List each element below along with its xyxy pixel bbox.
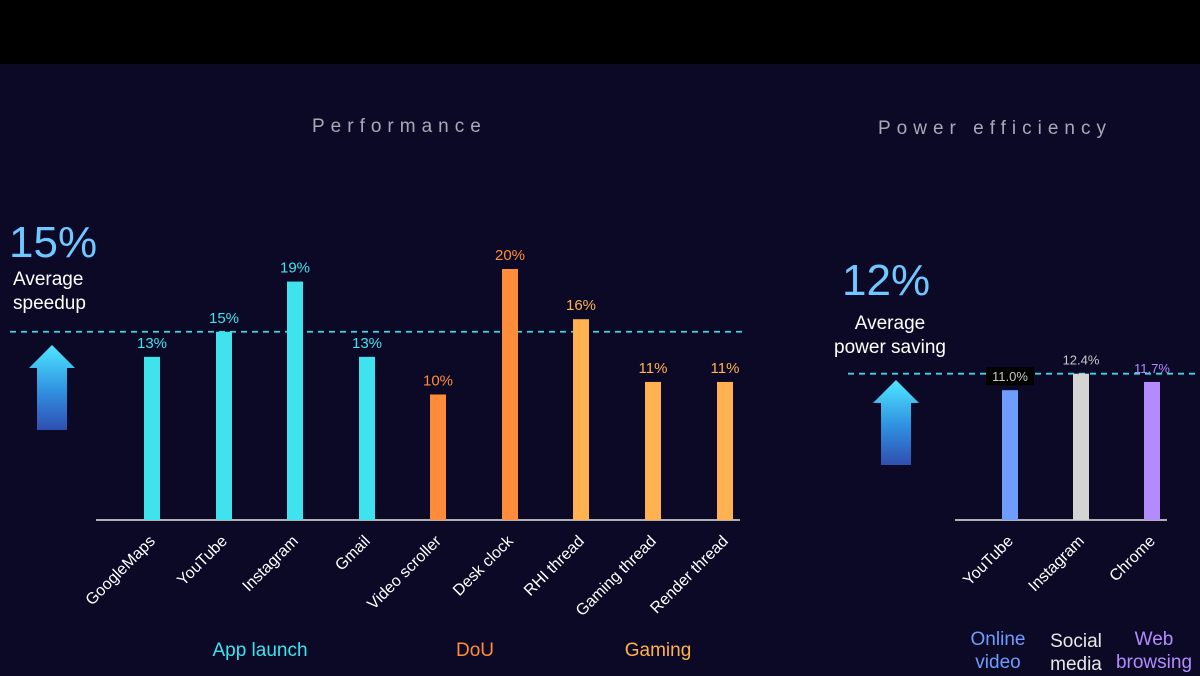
performance-bar-googlemaps bbox=[144, 356, 160, 520]
power-value-label-chrome: 11.7% bbox=[1134, 361, 1170, 376]
performance-value-label-desk-clock: 20% bbox=[495, 247, 525, 264]
average-power-saving-label-line2: power saving bbox=[834, 337, 946, 358]
top-black-bar bbox=[0, 0, 1200, 64]
group-label-app-launch: App launch bbox=[212, 640, 308, 661]
performance-category-label-render-thread: Render thread bbox=[647, 533, 731, 617]
performance-value-label-render-thread: 11% bbox=[711, 360, 740, 377]
power-saving-arrow-icon bbox=[873, 380, 919, 465]
performance-value-label-gaming-thread: 11% bbox=[639, 360, 668, 377]
performance-category-label-video-scroller: Video scroller bbox=[364, 532, 445, 613]
average-power-saving-value: 12% bbox=[842, 256, 931, 305]
social-media-line2: media bbox=[1050, 654, 1102, 675]
performance-bar-desk-clock bbox=[502, 269, 518, 520]
group-label-online-video: Online video bbox=[955, 628, 1041, 674]
group-label-web-browsing: Web browsing bbox=[1112, 628, 1196, 674]
performance-category-label-rhi-thread: RHI thread bbox=[521, 533, 588, 600]
online-video-line1: Online bbox=[970, 629, 1026, 650]
power-category-label-chrome: Chrome bbox=[1107, 533, 1159, 585]
power-category-label-instagram: Instagram bbox=[1026, 533, 1088, 595]
performance-category-label-instagram: Instagram bbox=[240, 533, 302, 595]
group-label-gaming: Gaming bbox=[624, 640, 692, 661]
online-video-line2: video bbox=[975, 652, 1021, 673]
web-browsing-line2: browsing bbox=[1115, 652, 1193, 673]
power-category-label-youtube: YouTube bbox=[960, 533, 1017, 590]
performance-chart: 13% GoogleMaps 15% YouTube 19% Instagram 13% Gm… bbox=[10, 247, 745, 620]
performance-bar-video-scroller bbox=[430, 394, 446, 520]
performance-value-label-googlemaps: 13% bbox=[137, 335, 167, 352]
performance-category-label-gmail: Gmail bbox=[332, 533, 374, 575]
performance-bar-render-thread bbox=[717, 381, 733, 520]
power-bar-chrome bbox=[1144, 381, 1160, 520]
average-speedup-value: 15% bbox=[9, 218, 98, 267]
performance-category-label-googlemaps: GoogleMaps bbox=[83, 533, 159, 609]
average-power-saving-label: Average power saving bbox=[800, 312, 980, 360]
power-bar-instagram bbox=[1073, 373, 1089, 520]
group-label-social-media: Social media bbox=[1036, 630, 1116, 676]
performance-value-label-video-scroller: 10% bbox=[423, 373, 453, 390]
group-label-dou: DoU bbox=[455, 640, 494, 661]
power-bar-youtube bbox=[1002, 390, 1018, 520]
power-value-label-youtube: 11.0% bbox=[992, 369, 1028, 384]
web-browsing-line1: Web bbox=[1134, 629, 1174, 650]
performance-bar-gmail bbox=[359, 356, 375, 520]
performance-value-label-instagram: 19% bbox=[280, 260, 310, 277]
performance-bar-youtube bbox=[216, 331, 232, 520]
performance-value-label-rhi-thread: 16% bbox=[566, 297, 596, 314]
average-power-saving-label-line1: Average bbox=[854, 313, 926, 334]
speedup-arrow-icon bbox=[29, 345, 75, 430]
average-speedup-label-line2: speedup bbox=[13, 293, 86, 314]
performance-category-label-desk-clock: Desk clock bbox=[450, 532, 517, 599]
power-value-label-instagram: 12.4% bbox=[1063, 353, 1100, 368]
performance-category-label-youtube: YouTube bbox=[174, 533, 231, 590]
social-media-line1: Social bbox=[1050, 631, 1102, 652]
average-speedup-label: Average speedup bbox=[13, 268, 86, 316]
performance-value-label-youtube: 15% bbox=[209, 310, 239, 327]
performance-value-label-gmail: 13% bbox=[352, 335, 382, 352]
performance-bar-instagram bbox=[287, 281, 303, 520]
average-speedup-label-line1: Average bbox=[13, 269, 84, 290]
power-efficiency-heading: Power efficiency bbox=[878, 118, 1112, 139]
performance-bar-rhi-thread bbox=[573, 319, 589, 520]
performance-bar-gaming-thread bbox=[645, 381, 661, 520]
performance-heading: Performance bbox=[312, 116, 487, 137]
power-value-label-bg-youtube bbox=[986, 367, 1034, 386]
